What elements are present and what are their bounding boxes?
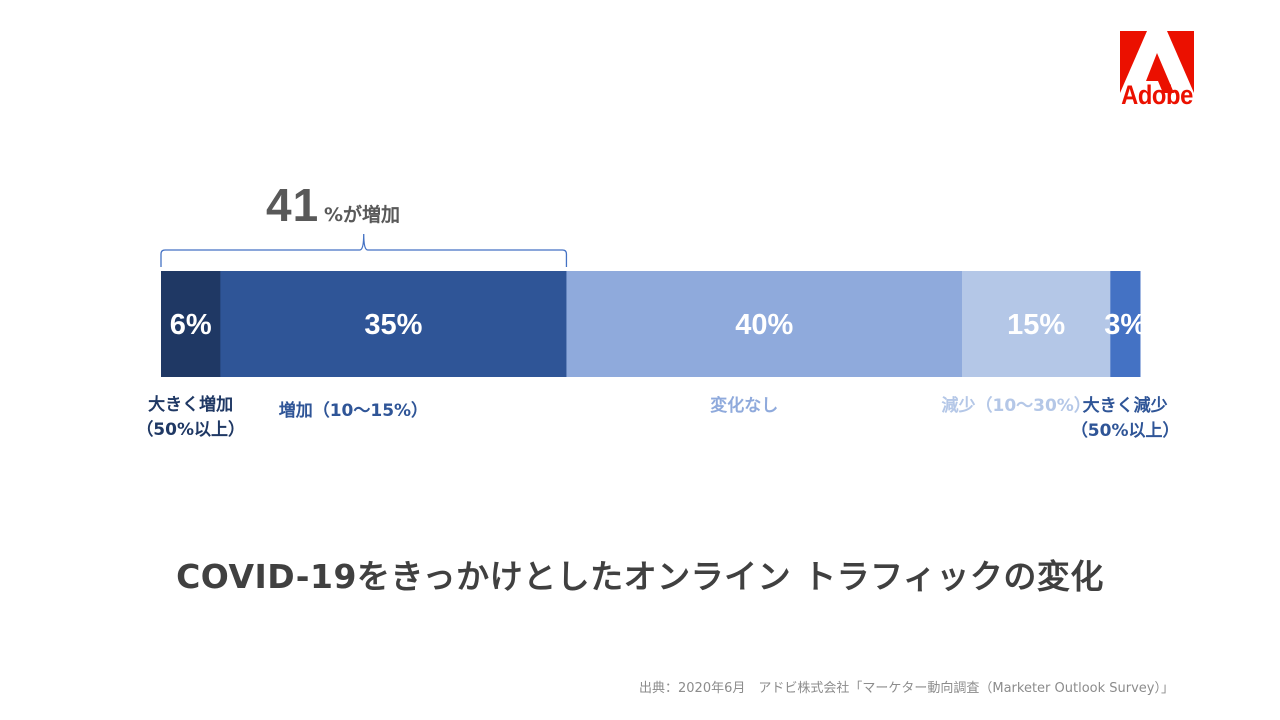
bar-segments: [161, 271, 1141, 377]
category-label-0-line-1: （50%以上）: [136, 419, 245, 440]
bar-segment-2: [566, 271, 963, 377]
value-label-3: 15%: [1007, 309, 1065, 341]
value-label-2: 40%: [735, 309, 793, 341]
bar-segment-1: [220, 271, 567, 377]
category-label-0-line-0: 大きく増加: [148, 394, 233, 415]
category-label-4-line-0: 大きく減少: [1083, 395, 1168, 416]
value-label-0: 6%: [170, 309, 212, 341]
value-label-1: 35%: [364, 309, 422, 341]
value-label-4: 3%: [1104, 309, 1146, 341]
increase-total-number: 41: [266, 179, 320, 231]
bar-segment-0: [161, 271, 221, 377]
value-labels: 6% 35% 40% 15% 3%: [170, 309, 1147, 341]
adobe-logo-text: Adobe: [1121, 80, 1193, 110]
bar-segment-4: [1110, 271, 1141, 377]
increase-total-label: %が増加: [324, 204, 401, 226]
category-labels: 大きく増加 （50%以上） 増加（10〜15%） 変化なし 減少（10〜30%）大きく減…: [136, 394, 1179, 441]
category-label-2-line-0: 変化なし: [710, 395, 778, 416]
stacked-bar-chart: 6% 35% 40% 15% 3% 大きく増加 （50%以上） 増加（10〜15%） 変化なし…: [136, 233, 1180, 441]
increase-bracket: [160, 233, 568, 267]
category-label-1-line-0: 増加（10〜15%）: [279, 400, 428, 421]
adobe-logo-icon: [1120, 31, 1194, 93]
category-label-3-line-0: 減少（10〜30%）: [941, 395, 1090, 416]
category-label-4-line-1: （50%以上）: [1071, 420, 1180, 441]
bar-segment-3: [962, 271, 1111, 377]
chart-title: COVID-19をきっかけとしたオンライン トラフィックの変化: [176, 557, 1104, 596]
source-note: 出典：2020年6月 アドビ株式会社「マーケター動向調査（Marketer Ou…: [639, 681, 1174, 696]
